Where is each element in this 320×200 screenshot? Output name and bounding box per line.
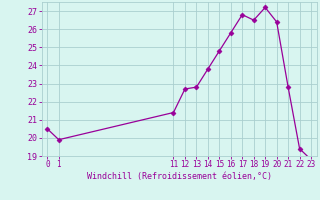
X-axis label: Windchill (Refroidissement éolien,°C): Windchill (Refroidissement éolien,°C) (87, 172, 272, 181)
